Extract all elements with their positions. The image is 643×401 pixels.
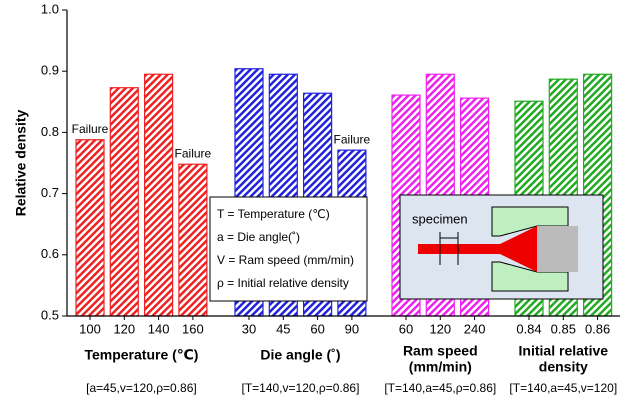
chart: Relative density 0.5 0.6 0.7 0.8 0.9 1.0 100 Fa… <box>0 0 643 401</box>
x-tick-label: 120 <box>113 321 135 336</box>
x-tick-label: 60 <box>310 321 324 336</box>
x-tick-label: 60 <box>399 321 413 336</box>
bar <box>145 74 173 316</box>
group-label: density <box>539 359 588 375</box>
x-tick-label: 90 <box>345 321 359 336</box>
x-tick-label: 160 <box>182 321 204 336</box>
group-condition: [T=140,a=45,ρ=0.86] <box>384 381 496 395</box>
group-label: Die angle (˚) <box>260 347 340 363</box>
legend-text: T = Temperature (℃) <box>217 207 330 221</box>
x-tick-label: 30 <box>242 321 256 336</box>
annotation: Failure <box>334 132 371 146</box>
x-tick-label: 0.86 <box>585 321 610 336</box>
legend-text: ρ = Initial relative density <box>217 276 349 290</box>
x-tick-label: 100 <box>79 321 101 336</box>
y-tick-label: 0.6 <box>41 246 59 261</box>
legend-text: V = Ram speed (mm/min) <box>217 253 354 267</box>
y-tick-label: 0.9 <box>41 63 59 78</box>
x-tick-label: 0.84 <box>516 321 541 336</box>
x-tick-label: 120 <box>429 321 451 336</box>
group-label: Temperature (℃) <box>84 347 198 363</box>
x-tick-label: 0.85 <box>551 321 576 336</box>
legend-text: a = Die angle(˚) <box>217 230 300 244</box>
group-label: Ram speed <box>403 343 478 359</box>
group-condition: [T=140,v=120,ρ=0.86] <box>241 381 359 395</box>
x-tick-label: 240 <box>464 321 486 336</box>
bar <box>110 88 138 316</box>
annotation: Failure <box>72 122 109 136</box>
y-tick-label: 0.8 <box>41 124 59 139</box>
billet <box>537 226 578 272</box>
y-tick-label: 0.5 <box>41 307 59 322</box>
y-axis-label: Relative density <box>13 109 29 216</box>
annotation: Failure <box>175 146 212 160</box>
x-tick-label: 45 <box>276 321 290 336</box>
bar <box>76 140 104 316</box>
x-tick-label: 140 <box>148 321 170 336</box>
y-tick-label: 1.0 <box>41 1 59 16</box>
inset-label: specimen <box>412 211 468 226</box>
group-condition: [T=140,a=45,v=120] <box>509 381 617 395</box>
bar <box>179 164 207 316</box>
group-condition: [a=45,v=120,ρ=0.86] <box>86 381 197 395</box>
group-label: (mm/min) <box>409 359 472 375</box>
group-label: Initial relative <box>519 343 609 359</box>
y-tick-label: 0.7 <box>41 185 59 200</box>
